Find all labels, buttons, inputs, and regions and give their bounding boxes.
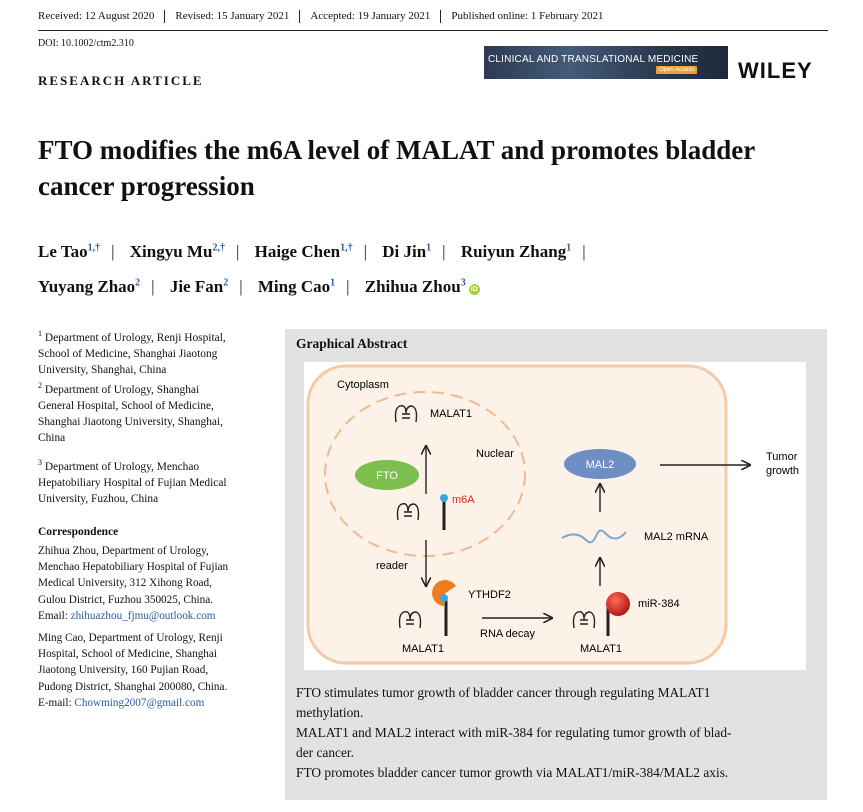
reader-label: reader xyxy=(376,560,408,572)
tumor-label: Tumor xyxy=(766,451,798,463)
ythdf2-label: YTHDF2 xyxy=(468,589,511,601)
correspondence-block: Ming Cao, Department of Urology, Renji H… xyxy=(38,632,228,709)
m6a-dot xyxy=(440,494,448,502)
author[interactable]: Le Tao1,† xyxy=(38,241,101,261)
growth-label: growth xyxy=(766,465,799,477)
author[interactable]: Di Jin1 xyxy=(382,241,432,261)
orcid-icon[interactable]: iD xyxy=(468,284,480,296)
published-date: Published online: 1 February 2021 xyxy=(440,10,613,23)
cytoplasm-label: Cytoplasm xyxy=(337,379,389,391)
mir384-sphere-icon xyxy=(606,592,630,616)
m6a-label: m6A xyxy=(452,494,475,506)
received-date: Received: 12 August 2020 xyxy=(38,10,155,22)
open-access-badge: Open Access xyxy=(656,66,698,74)
rna-hairpin-icon xyxy=(572,610,596,629)
affiliation: 3 Department of Urology, Menchao Hepatob… xyxy=(38,458,227,505)
author-list: Le Tao1,† | Xingyu Mu2,† | Haige Chen1,† | … xyxy=(38,241,586,297)
malat1-label: MALAT1 xyxy=(430,408,472,420)
m6a-dot xyxy=(440,594,448,602)
ythdf2-icon xyxy=(432,580,456,606)
nucleus-boundary xyxy=(324,391,526,557)
nuclear-label: Nuclear xyxy=(476,448,514,460)
journal-name: CLINICAL AND TRANSLATIONAL MEDICINE xyxy=(488,54,699,65)
fto-oval xyxy=(355,460,419,490)
graphical-abstract-heading: Graphical Abstract xyxy=(296,336,408,351)
journal-banner-logo[interactable]: CLINICAL AND TRANSLATIONAL MEDICINE Open… xyxy=(484,46,728,79)
graphical-abstract-text: FTO stimulates tumor growth of bladder c… xyxy=(296,683,820,783)
mal2-mrna-squiggle xyxy=(561,529,627,544)
doi[interactable]: DOI: 10.1002/ctm2.310 xyxy=(38,38,134,49)
rna-decay-label: RNA decay xyxy=(480,628,536,640)
article-title: FTO modifies the m6A level of MALAT and … xyxy=(38,135,755,201)
summary-line: methylation. xyxy=(296,705,364,720)
author[interactable]: Haige Chen1,† xyxy=(254,241,353,261)
affiliation: 2 Department of Urology, Shanghai Genera… xyxy=(38,381,223,444)
summary-line: FTO promotes bladder cancer tumor growth… xyxy=(296,765,729,780)
author[interactable]: Ming Cao1 xyxy=(257,277,336,297)
rna-hairpin-icon xyxy=(396,502,420,521)
summary-line: MALAT1 and MAL2 interact with miR-384 fo… xyxy=(296,725,732,740)
correspondence-heading: Correspondence xyxy=(38,526,119,538)
cytoplasm-boundary xyxy=(306,364,728,665)
author[interactable]: Ruiyun Zhang1 xyxy=(460,241,572,261)
revised-date: Revised: 15 January 2021 xyxy=(164,10,299,23)
malat1-label: MALAT1 xyxy=(402,643,444,655)
article-type: RESEARCH ARTICLE xyxy=(38,73,204,88)
email-link[interactable]: Chowming2007@gmail.com xyxy=(74,696,205,709)
email-link[interactable]: zhihuazhou_fjmu@outlook.com xyxy=(70,609,216,622)
publisher-logo[interactable]: WILEY xyxy=(738,58,813,83)
mal2-label: MAL2 xyxy=(586,459,615,471)
author[interactable]: Zhihua Zhou3iD xyxy=(364,277,480,297)
mal2-oval xyxy=(564,449,636,479)
author[interactable]: Jie Fan2 xyxy=(169,277,229,297)
malat1-label: MALAT1 xyxy=(580,643,622,655)
accepted-date: Accepted: 19 January 2021 xyxy=(299,10,440,23)
affiliation: 1 Department of Urology, Renji Hospital,… xyxy=(38,329,226,376)
publication-dates: Received: 12 August 2020 Revised: 15 Jan… xyxy=(38,10,614,23)
fto-label: FTO xyxy=(376,470,398,482)
header-rule xyxy=(38,30,828,31)
mir384-label: miR-384 xyxy=(638,598,680,610)
summary-line: FTO stimulates tumor growth of bladder c… xyxy=(296,685,711,700)
mal2-mrna-label: MAL2 mRNA xyxy=(644,531,709,543)
author[interactable]: Yuyang Zhao2 xyxy=(38,277,141,297)
author[interactable]: Xingyu Mu2,† xyxy=(129,241,225,261)
rna-hairpin-icon xyxy=(394,404,418,423)
rna-hairpin-icon xyxy=(398,610,422,629)
graphical-abstract-figure: Cytoplasm Nuclear FTO MALAT1 m6A reader … xyxy=(304,362,806,670)
summary-line: der cancer. xyxy=(296,745,354,760)
correspondence-block: Zhihua Zhou, Department of Urology, Menc… xyxy=(38,545,229,622)
